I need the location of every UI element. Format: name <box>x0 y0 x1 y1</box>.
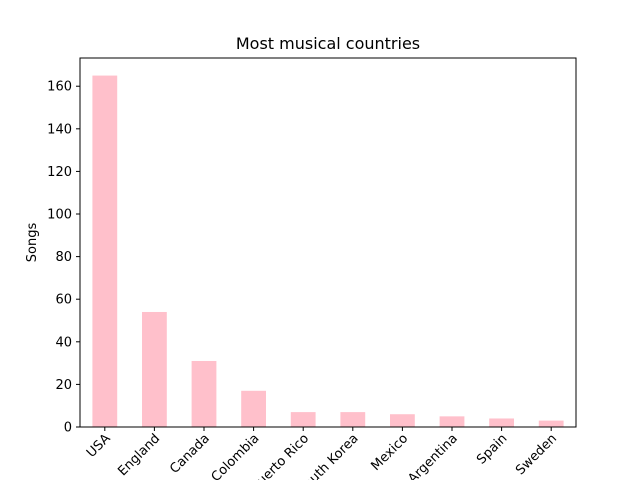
y-tick-label: 120 <box>47 165 72 180</box>
y-tick-label: 20 <box>55 378 72 393</box>
bar-puerto-rico <box>290 412 316 427</box>
bar-usa <box>92 75 118 428</box>
y-tick-label: 0 <box>64 421 72 436</box>
bar-south-korea <box>340 412 366 427</box>
y-axis: 0 20 40 60 80 100 120 140 160 <box>47 80 80 436</box>
plot-frame <box>79 57 577 428</box>
x-tick-label: England <box>115 431 163 479</box>
bar-spain <box>489 418 514 427</box>
x-tick-label: Colombia <box>209 431 263 480</box>
bar-england <box>142 311 167 427</box>
y-tick-label: 60 <box>55 293 72 308</box>
bars-group <box>92 75 564 428</box>
chart-title: Most musical countries <box>236 34 420 53</box>
x-tick-label: Mexico <box>369 431 412 474</box>
y-axis-label: Songs <box>25 223 40 263</box>
y-tick-label: 100 <box>47 208 72 223</box>
y-tick-label: 80 <box>55 250 72 265</box>
x-tick-label: Sweden <box>513 431 560 478</box>
y-tick-label: 160 <box>47 80 72 95</box>
bar-sweden <box>538 420 564 427</box>
x-tick-label: Canada <box>167 431 213 477</box>
y-tick-label: 40 <box>55 335 72 350</box>
bar-colombia <box>241 390 266 427</box>
x-tick-label: Argentina <box>405 431 460 480</box>
bar-mexico <box>390 414 415 427</box>
x-tick-label: Spain <box>474 431 510 467</box>
x-tick-label: USA <box>84 431 114 461</box>
bar-canada <box>191 360 217 427</box>
bar-argentina <box>439 416 465 427</box>
y-tick-label: 140 <box>47 122 72 137</box>
